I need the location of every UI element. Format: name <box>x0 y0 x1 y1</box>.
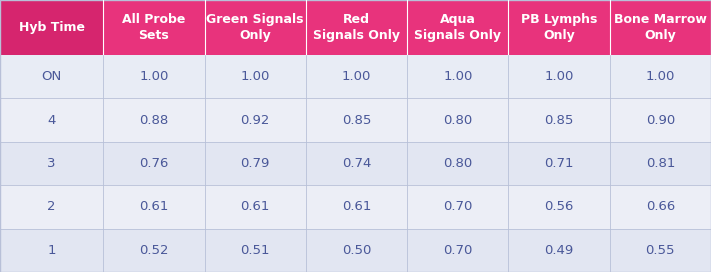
Text: 1.00: 1.00 <box>342 70 371 83</box>
Text: 2: 2 <box>48 200 56 214</box>
Text: 0.71: 0.71 <box>545 157 574 170</box>
Text: 0.51: 0.51 <box>240 244 270 257</box>
Text: Red
Signals Only: Red Signals Only <box>313 13 400 42</box>
Text: 1.00: 1.00 <box>443 70 473 83</box>
Bar <box>0 55 711 98</box>
Text: 0.88: 0.88 <box>139 114 169 126</box>
Text: 0.92: 0.92 <box>240 114 270 126</box>
Text: 0.90: 0.90 <box>646 114 675 126</box>
Text: 1.00: 1.00 <box>646 70 675 83</box>
Bar <box>508 0 610 55</box>
Text: 0.79: 0.79 <box>240 157 270 170</box>
Bar <box>0 228 711 272</box>
Bar <box>0 185 711 228</box>
Bar <box>610 0 711 55</box>
Text: 0.85: 0.85 <box>342 114 371 126</box>
Text: 0.80: 0.80 <box>443 157 472 170</box>
Bar <box>306 0 407 55</box>
Text: 0.52: 0.52 <box>139 244 169 257</box>
Text: 0.70: 0.70 <box>443 244 473 257</box>
Bar <box>0 98 711 142</box>
Text: All Probe
Sets: All Probe Sets <box>122 13 186 42</box>
Text: 0.74: 0.74 <box>342 157 371 170</box>
Text: 1.00: 1.00 <box>240 70 270 83</box>
Text: 0.61: 0.61 <box>342 200 371 214</box>
Text: 1: 1 <box>48 244 56 257</box>
Text: Bone Marrow
Only: Bone Marrow Only <box>614 13 707 42</box>
Text: 0.66: 0.66 <box>646 200 675 214</box>
Text: 3: 3 <box>48 157 56 170</box>
Bar <box>0 0 103 55</box>
Text: 0.50: 0.50 <box>342 244 371 257</box>
Text: 1.00: 1.00 <box>545 70 574 83</box>
Text: PB Lymphs
Only: PB Lymphs Only <box>521 13 597 42</box>
Text: 0.56: 0.56 <box>545 200 574 214</box>
Text: 4: 4 <box>48 114 56 126</box>
Text: 1.00: 1.00 <box>139 70 169 83</box>
Text: ON: ON <box>41 70 62 83</box>
Text: 0.49: 0.49 <box>545 244 574 257</box>
Text: 0.61: 0.61 <box>240 200 270 214</box>
Text: 0.85: 0.85 <box>545 114 574 126</box>
Bar <box>0 142 711 185</box>
Text: Aqua
Signals Only: Aqua Signals Only <box>415 13 501 42</box>
Text: 0.61: 0.61 <box>139 200 169 214</box>
Text: 0.76: 0.76 <box>139 157 169 170</box>
Text: Hyb Time: Hyb Time <box>18 21 85 34</box>
Text: 0.55: 0.55 <box>646 244 675 257</box>
Text: 0.80: 0.80 <box>443 114 472 126</box>
Bar <box>205 0 306 55</box>
Text: 0.81: 0.81 <box>646 157 675 170</box>
Text: 0.70: 0.70 <box>443 200 473 214</box>
Text: Green Signals
Only: Green Signals Only <box>206 13 304 42</box>
Bar <box>407 0 508 55</box>
Bar <box>103 0 205 55</box>
